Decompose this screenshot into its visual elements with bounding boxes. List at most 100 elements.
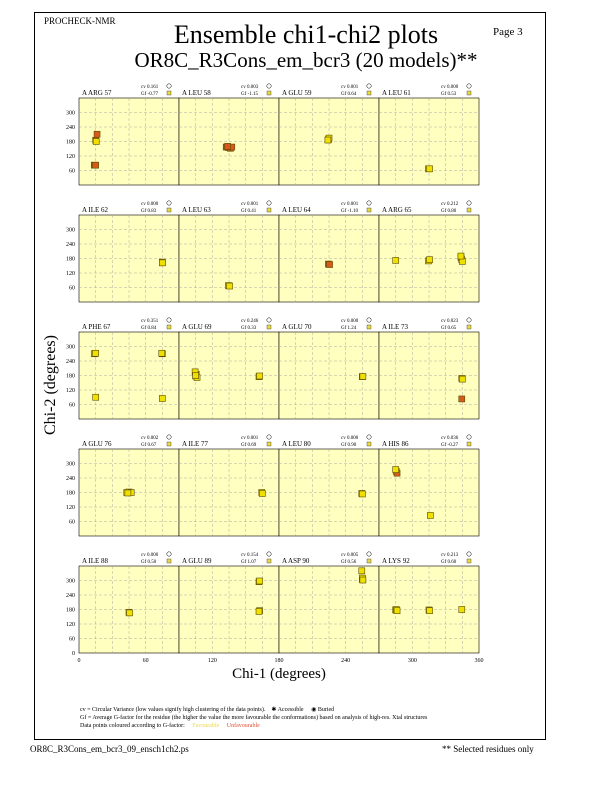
gf-label: Gf 0.65 — [441, 326, 457, 331]
gf-colour-box — [366, 558, 372, 564]
y-tick-label: 240 — [66, 125, 75, 131]
residue-label: A GLU 89 — [182, 557, 212, 565]
y-tick-label: 60 — [69, 520, 75, 526]
y-tick-label: 300 — [66, 462, 75, 468]
data-point — [224, 143, 231, 150]
data-point — [93, 130, 101, 138]
gf-label: Gf 1.07 — [241, 560, 257, 565]
x-tick-label: 300 — [408, 658, 417, 664]
data-point — [359, 490, 366, 498]
y-axis-label: Chi-2 (degrees) — [42, 335, 59, 435]
cv-label: cv 0.005 — [341, 553, 359, 558]
buried-icon — [266, 317, 272, 323]
chart-subtitle: OR8C_R3Cons_em_bcr3 (20 models)** — [134, 48, 478, 72]
gf-colour-box — [466, 324, 472, 330]
residue-label: A ILE 77 — [182, 440, 209, 448]
gf-label: Gf 0.41 — [241, 209, 257, 214]
y-tick-label: 180 — [66, 257, 75, 263]
y-tick-label: 60 — [69, 403, 75, 409]
legend-gf-text: Gf = Average G-factor for the residue (t… — [80, 715, 428, 721]
panel-a-ile-77: A ILE 77 cv 0.001 Gf 0.69 — [178, 434, 280, 537]
y-tick-label: 240 — [66, 476, 75, 482]
footer-note: ** Selected residues only — [442, 744, 534, 754]
cv-label: cv 0.003 — [241, 85, 259, 90]
data-point — [92, 161, 99, 169]
cv-label: cv 0.002 — [141, 436, 159, 441]
y-tick-label: 0 — [72, 651, 75, 657]
cv-label: cv 0.001 — [341, 85, 359, 90]
data-point — [457, 252, 465, 260]
cv-label: cv 0.351 — [141, 319, 159, 324]
data-point — [126, 609, 133, 617]
y-tick-label: 180 — [66, 608, 75, 614]
panel-a-his-86: A HIS 86 cv 0.036 Gf -0.27 — [378, 434, 480, 537]
panel-a-ile-88: A ILE 88 cv 0.000 Gf 0.50 — [78, 551, 180, 654]
gf-colour-box — [266, 441, 272, 447]
data-point — [426, 607, 433, 615]
y-tick-label: 60 — [69, 169, 75, 175]
gf-colour-box — [266, 324, 272, 330]
data-point — [259, 490, 266, 497]
buried-icon — [466, 317, 472, 323]
gf-label: Gf 0.67 — [141, 443, 157, 448]
legend-unfavourable: Unfavourable — [226, 723, 260, 729]
data-point — [256, 577, 263, 585]
panel-a-glu-70: A GLU 70 cv 0.000 Gf 1.24 — [278, 317, 380, 420]
residue-label: A GLU 76 — [82, 440, 112, 448]
program-name: PROCHECK-NMR — [44, 16, 116, 26]
cv-label: cv 0.001 — [241, 436, 259, 441]
y-tick-label: 300 — [66, 111, 75, 117]
buried-icon — [366, 551, 372, 557]
data-point — [392, 257, 399, 264]
buried-icon — [366, 83, 372, 89]
y-tick-label: 60 — [69, 637, 75, 643]
panel-a-lys-92: A LYS 92 cv 0.213 Gf 0.60 — [378, 551, 480, 654]
panel-a-leu-80: A LEU 80 cv 0.000 Gf 0.90 — [278, 434, 380, 537]
gf-label: Gf 0.80 — [441, 209, 457, 214]
gf-colour-box — [266, 207, 272, 213]
panel-a-leu-63: A LEU 63 cv 0.001 Gf 0.41 — [178, 200, 280, 303]
data-point — [459, 375, 466, 383]
residue-label: A LEU 61 — [382, 89, 411, 97]
panel-a-ile-73: A ILE 73 cv 0.023 Gf 0.65 — [378, 317, 480, 420]
data-point — [92, 138, 100, 145]
cv-label: cv 0.161 — [141, 85, 159, 90]
cv-label: cv 0.213 — [441, 553, 459, 558]
gf-label: Gf 0.90 — [341, 443, 357, 448]
residue-label: A ILE 73 — [382, 323, 409, 331]
gf-colour-box — [166, 324, 172, 330]
data-point — [226, 282, 233, 290]
buried-icon — [266, 434, 272, 440]
cv-label: cv 0.036 — [441, 436, 459, 441]
legend-cv-text: cv = Circular Variance (low values signi… — [80, 707, 266, 713]
data-point — [192, 372, 199, 379]
legend-favourable: Favourable — [192, 723, 220, 729]
panel-a-arg-57: A ARG 57 cv 0.161 Gf -0.77 — [78, 83, 180, 186]
cv-label: cv 0.001 — [241, 202, 259, 207]
data-point — [359, 373, 367, 380]
page-frame — [34, 12, 546, 740]
data-point — [92, 393, 99, 401]
residue-label: A ARG 65 — [382, 206, 412, 214]
y-tick-label: 60 — [69, 286, 75, 292]
y-tick-label: 180 — [66, 374, 75, 380]
gf-colour-box — [366, 90, 372, 96]
residue-label: A LEU 63 — [182, 206, 211, 214]
residue-label: A PHE 67 — [82, 323, 111, 331]
x-tick-label: 180 — [275, 658, 284, 664]
gf-label: Gf 0.53 — [441, 92, 457, 97]
gf-colour-box — [466, 558, 472, 564]
x-tick-label: 240 — [341, 658, 350, 664]
residue-label: A ILE 88 — [82, 557, 109, 565]
cv-label: cv 0.023 — [441, 319, 459, 324]
panel-a-phe-67: A PHE 67 cv 0.351 Gf 0.84 — [78, 317, 180, 420]
buried-icon — [166, 200, 172, 206]
data-point — [159, 259, 166, 267]
residue-label: A HIS 86 — [382, 440, 409, 448]
gf-label: Gf 0.33 — [241, 326, 257, 331]
y-tick-label: 120 — [66, 622, 75, 628]
buried-icon — [166, 551, 172, 557]
buried-icon — [466, 83, 472, 89]
x-tick-label: 0 — [78, 658, 81, 664]
